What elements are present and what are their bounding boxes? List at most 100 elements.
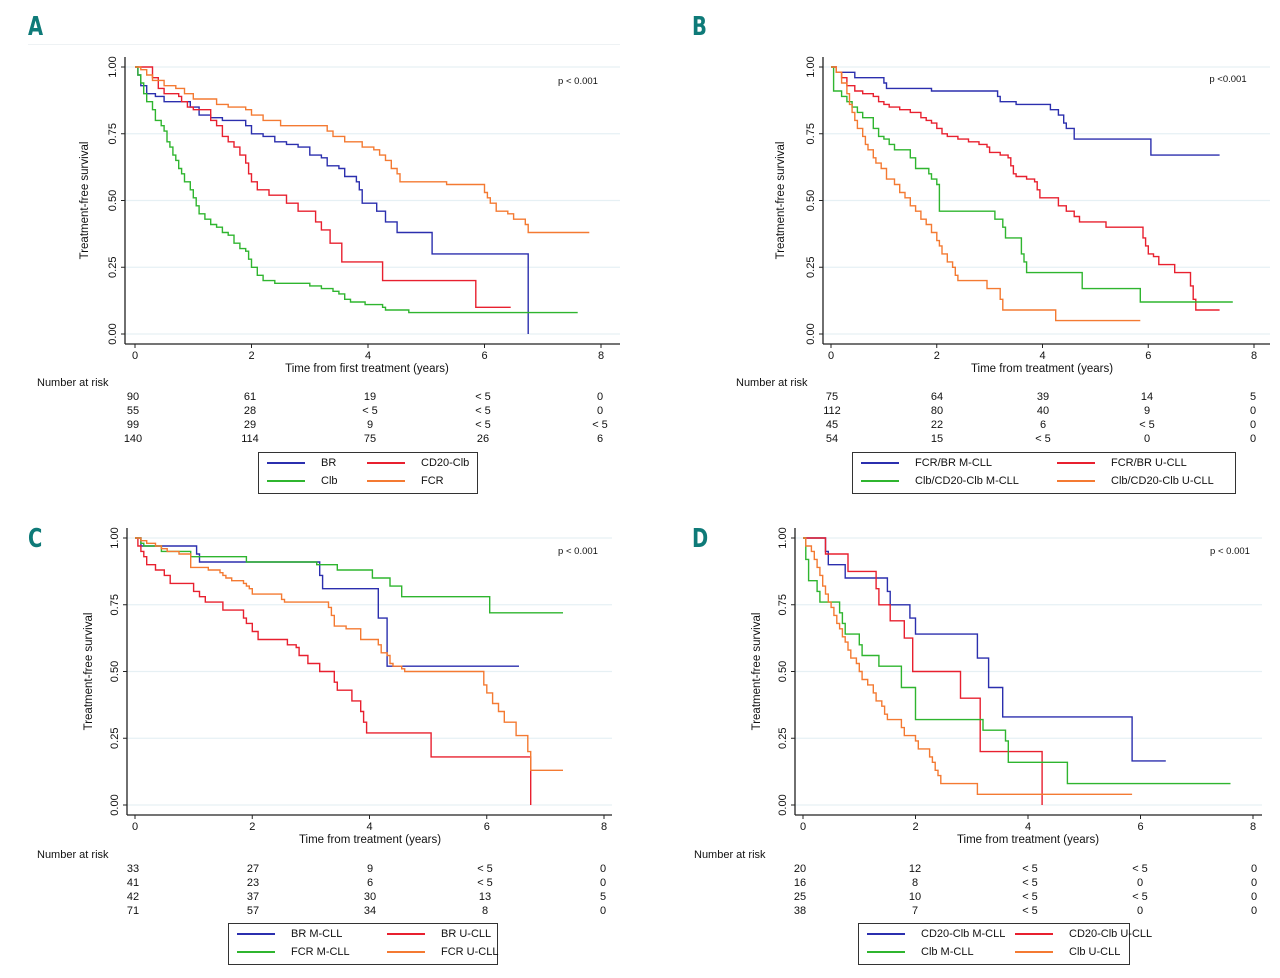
risk-count: 27	[246, 863, 260, 875]
risk-count: 0	[599, 877, 607, 889]
risk-count: 6	[596, 433, 604, 445]
risk-count: < 5	[1132, 891, 1148, 903]
risk-count: 37	[246, 891, 260, 903]
risk-count: 25	[793, 891, 807, 903]
x-tick-label: 8	[1251, 350, 1257, 362]
y-axis-title: Treatment-free survival	[775, 142, 787, 260]
legend-item: Clb M-CLL	[867, 946, 974, 958]
panel-letter: A	[28, 12, 44, 42]
x-tick-label: 8	[598, 350, 604, 362]
risk-count: 71	[126, 905, 140, 917]
y-tick-label: 0.25	[109, 728, 121, 749]
y-tick-label: 0.25	[805, 257, 817, 278]
number-at-risk-header: Number at risk	[37, 849, 109, 861]
legend-label: CD20-Clb	[421, 457, 470, 469]
y-tick-label: 0.00	[107, 323, 119, 344]
p-value-annotation: p < 0.001	[1210, 546, 1250, 557]
legend-label: BR U-CLL	[441, 928, 492, 940]
y-tick-label: 0.00	[109, 794, 121, 815]
risk-count: 9	[366, 863, 374, 875]
risk-count: 14	[1140, 391, 1154, 403]
risk-count: 45	[825, 419, 839, 431]
km-curve-fcr-br-m-cll	[831, 66, 1220, 156]
risk-count: 19	[363, 391, 377, 403]
km-curve-fcr-u-cll	[135, 537, 563, 771]
risk-count: < 5	[1139, 419, 1155, 431]
legend-label: FCR U-CLL	[441, 946, 499, 958]
x-tick-label: 8	[601, 821, 607, 833]
panel-letter: C	[28, 524, 43, 554]
x-tick-label: 6	[481, 350, 487, 362]
risk-count: < 5	[1022, 877, 1038, 889]
km-curve-cd20-clb	[135, 66, 511, 308]
risk-count: 0	[1250, 863, 1258, 875]
x-tick-label: 0	[828, 350, 834, 362]
risk-count: 140	[123, 433, 143, 445]
x-tick-label: 2	[248, 350, 254, 362]
legend-swatch	[1057, 462, 1095, 464]
km-curve-clb-m-cll	[803, 537, 1231, 785]
risk-count: 0	[596, 405, 604, 417]
legend-swatch	[267, 462, 305, 464]
risk-count: 75	[825, 391, 839, 403]
legend-label: FCR/BR M-CLL	[915, 457, 993, 469]
km-curve-br-m-cll	[135, 537, 519, 667]
x-tick-label: 2	[934, 350, 940, 362]
x-tick-label: 0	[132, 350, 138, 362]
risk-count: < 5	[475, 419, 491, 431]
risk-count: 61	[243, 391, 257, 403]
risk-count: 41	[126, 877, 140, 889]
x-tick-label: 4	[365, 350, 371, 362]
risk-count: 0	[1250, 877, 1258, 889]
risk-count: 0	[1250, 891, 1258, 903]
legend-swatch	[1015, 933, 1053, 935]
x-axis-title: Time from treatment (years)	[971, 363, 1113, 375]
y-axis-title: Treatment-free survival	[83, 613, 95, 731]
risk-count: 6	[366, 877, 374, 889]
legend-item: FCR M-CLL	[237, 946, 350, 958]
y-tick-label: 0.75	[109, 594, 121, 615]
y-tick-label: 1.00	[109, 527, 121, 548]
panel-letter: B	[692, 12, 707, 42]
risk-count: < 5	[592, 419, 608, 431]
risk-count: 112	[823, 405, 841, 417]
legend-swatch	[387, 951, 425, 953]
risk-count: 5	[1249, 391, 1257, 403]
x-tick-label: 0	[132, 821, 138, 833]
legend-item: FCR/BR M-CLL	[861, 457, 992, 469]
legend-label: FCR	[421, 475, 444, 487]
risk-count: 10	[908, 891, 922, 903]
km-curve-cd20-clb-u-cll	[803, 537, 1043, 805]
risk-count: 28	[243, 405, 257, 417]
x-tick-label: 6	[1137, 821, 1143, 833]
y-tick-label: 0.25	[777, 728, 789, 749]
risk-count: 9	[1143, 405, 1151, 417]
legend-label: Clb U-CLL	[1069, 946, 1121, 958]
risk-count: 9	[366, 419, 374, 431]
legend-item: Clb	[267, 475, 338, 487]
risk-count: 8	[481, 905, 489, 917]
risk-count: 16	[793, 877, 807, 889]
risk-count: 55	[126, 405, 140, 417]
risk-count: 12	[908, 863, 922, 875]
y-tick-label: 1.00	[107, 56, 119, 77]
risk-count: 0	[1250, 905, 1258, 917]
risk-count: < 5	[475, 391, 491, 403]
legend-label: CD20-Clb M-CLL	[921, 928, 1006, 940]
legend-swatch	[867, 933, 905, 935]
risk-count: 99	[126, 419, 140, 431]
legend-box: CD20-Clb M-CLL CD20-Clb U-CLL Clb M-CLL Clb…	[858, 923, 1152, 965]
legend-label: FCR M-CLL	[291, 946, 350, 958]
risk-count: 75	[363, 433, 377, 445]
km-curve-clb	[135, 66, 578, 314]
legend-item: BR M-CLL	[237, 928, 342, 940]
x-tick-label: 4	[366, 821, 372, 833]
risk-count: 5	[599, 891, 607, 903]
y-tick-label: 0.00	[777, 794, 789, 815]
legend-swatch	[867, 951, 905, 953]
y-axis-title: Treatment-free survival	[751, 613, 763, 731]
y-tick-label: 0.50	[805, 190, 817, 211]
